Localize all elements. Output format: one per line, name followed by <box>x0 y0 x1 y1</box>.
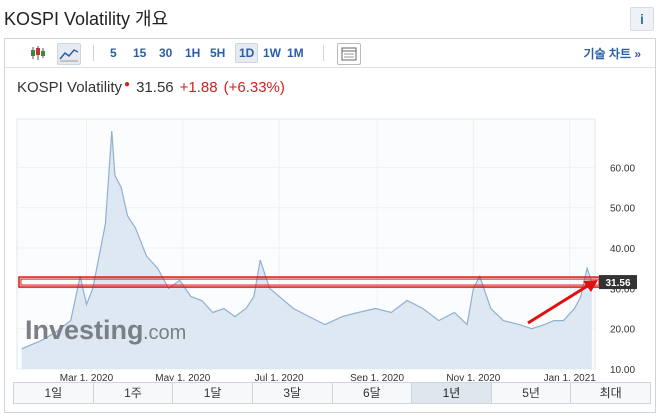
table-icon[interactable] <box>337 43 361 65</box>
investing-watermark-suffix: .com <box>143 322 186 344</box>
price-chart-svg[interactable]: Investing .com 10.00 20.00 30.00 40.00 50.00 60… <box>15 111 640 384</box>
range-tab-max[interactable]: 최대 <box>571 383 650 403</box>
y-tick-label: 10.00 <box>610 365 635 376</box>
toolbar-divider <box>323 45 324 61</box>
x-tick-label: Jan 1, 2021 <box>544 373 597 381</box>
annotation-arrow-shaft <box>527 283 590 325</box>
x-tick-label: Nov 1, 2020 <box>446 373 500 381</box>
range-tab-3m[interactable]: 3달 <box>252 383 333 403</box>
x-tick-label: Mar 1, 2020 <box>60 373 114 381</box>
interval-5m[interactable]: 5 <box>110 46 117 60</box>
last-value-label: 31.56 <box>605 278 630 289</box>
range-tab-1w[interactable]: 1주 <box>93 383 174 403</box>
range-tab-1d[interactable]: 1일 <box>14 383 94 403</box>
y-tick-label: 20.00 <box>610 325 635 336</box>
interval-1h[interactable]: 1H <box>185 46 201 60</box>
y-tick-label: 30.00 <box>610 284 635 295</box>
page-title: KOSPI Volatility 개요 <box>4 9 169 29</box>
interval-30m[interactable]: 30 <box>159 46 173 60</box>
range-tab-1m[interactable]: 1달 <box>173 383 253 403</box>
x-tick-label: Sep 1, 2020 <box>350 373 404 381</box>
quote-change-pct: (+6.33%) <box>223 79 285 96</box>
interval-5h[interactable]: 5H <box>210 46 226 60</box>
last-value-badge <box>599 275 637 290</box>
chart-toolbar: 5 15 30 1H 5H 1D 1W 1M 기술 차트 » <box>5 39 655 68</box>
quote-name: KOSPI Volatility <box>17 79 123 96</box>
annotation-arrow-head <box>583 280 598 292</box>
range-selector: 1일 1주 1달 3달 6달 1년 5년 최대 <box>13 382 651 404</box>
info-icon[interactable]: i <box>630 7 654 31</box>
range-tab-6m[interactable]: 6달 <box>332 383 413 403</box>
x-tick-label: May 1, 2020 <box>155 373 210 381</box>
x-tick-label: Jul 1, 2020 <box>255 373 304 381</box>
quote-price: 31.56 <box>136 79 174 96</box>
y-tick-label: 40.00 <box>610 244 635 255</box>
series-line <box>21 131 593 350</box>
y-tick-label: 50.00 <box>610 204 635 215</box>
quote-header: KOSPI Volatility ● 31.56 +1.88 (+6.33%) <box>17 79 285 96</box>
line-chart-icon[interactable] <box>57 43 81 65</box>
interval-15m[interactable]: 15 <box>133 46 147 60</box>
range-tab-1y[interactable]: 1년 <box>412 383 492 403</box>
interval-1w[interactable]: 1W <box>263 46 281 60</box>
quote-change: +1.88 <box>179 79 218 96</box>
candlestick-icon[interactable] <box>27 43 49 63</box>
series-area <box>21 131 592 369</box>
advanced-chart-link[interactable]: 기술 차트 » <box>583 47 641 61</box>
y-tick-label: 60.00 <box>610 163 635 174</box>
interval-1d[interactable]: 1D <box>235 43 259 63</box>
toolbar-divider <box>93 45 94 61</box>
chart-panel: 5 15 30 1H 5H 1D 1W 1M 기술 차트 » KOSPI Vol… <box>4 38 656 413</box>
price-chart[interactable]: Investing .com 10.00 20.00 30.00 40.00 50.00 60… <box>15 111 640 384</box>
live-dot-icon: ● <box>124 79 131 90</box>
range-tab-5y[interactable]: 5년 <box>491 383 572 403</box>
investing-watermark: Investing <box>25 315 144 345</box>
interval-1month[interactable]: 1M <box>287 46 304 60</box>
